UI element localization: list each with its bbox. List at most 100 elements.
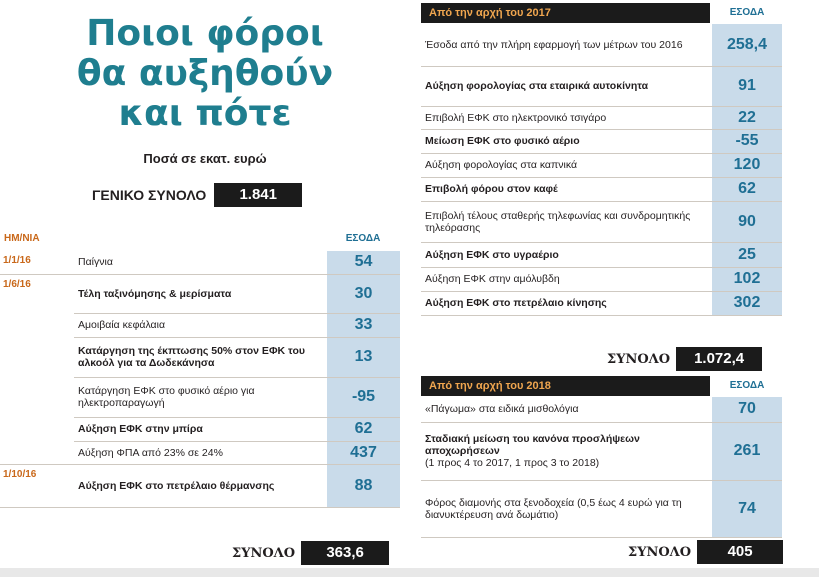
row-value: -55 <box>712 129 782 154</box>
row-date <box>0 417 74 441</box>
row-item-text: «Πάγωμα» στα ειδικά μισθολόγια <box>425 403 579 416</box>
table-row: Αύξηση ΕΦΚ στο πετρέλαιο κίνησης 302 <box>421 291 782 316</box>
row-item-text: Επιβολή τέλους σταθερής τηλεφωνίας και σ… <box>425 209 691 234</box>
row-item-text: Αύξηση ΕΦΚ στο πετρέλαιο κίνησης <box>425 297 607 309</box>
row-item: Παίγνια <box>74 251 327 275</box>
row-item: Κατάργηση της έκπτωσης 50% στον ΕΦΚ του … <box>74 337 327 378</box>
row-item: Επιβολή ΕΦΚ στο ηλεκτρονικό τσιγάρο <box>421 106 712 130</box>
row-item-text: Αύξηση φορολογίας στα εταιρικά αυτοκίνητ… <box>425 80 649 92</box>
row-item: Σταδιακή μείωση του κανόνα προσλήψεων απ… <box>421 422 712 481</box>
left-col-income-header: ΕΣΟΔΑ <box>345 233 381 244</box>
row-item-text: Μείωση ΕΦΚ στο φυσικό αέριο <box>425 135 580 147</box>
section-2018-total-value: 405 <box>697 540 784 564</box>
left-total: ΣΥΝΟΛΟ 363,6 <box>232 541 390 565</box>
row-item: Αύξηση ΕΦΚ στο υγραέριο <box>421 242 712 268</box>
row-date: 1/1/16 <box>0 251 74 275</box>
row-item: Αύξηση φορολογίας στα καπνικά <box>421 153 712 178</box>
table-row: Αύξηση ΕΦΚ στην μπίρα 62 <box>0 417 400 442</box>
grand-total-value: 1.841 <box>214 183 303 207</box>
infographic-title: Ποιοι φόροι θα αυξηθούν και πότε <box>60 14 350 134</box>
section-2018-total: ΣΥΝΟΛΟ 405 <box>628 540 784 564</box>
row-value: 91 <box>712 66 782 107</box>
table-row: Επιβολή ΕΦΚ στο ηλεκτρονικό τσιγάρο 22 <box>421 106 782 130</box>
table-row: 1/1/16 Παίγνια 54 <box>0 251 400 275</box>
row-item: Φόρος διαμονής στα ξενοδοχεία (0,5 έως 4… <box>421 480 712 538</box>
grand-total: ΓΕΝΙΚΟ ΣΥΝΟΛΟ 1.841 <box>92 183 303 207</box>
table-row: Μείωση ΕΦΚ στο φυσικό αέριο -55 <box>421 129 782 154</box>
row-value: 62 <box>327 417 400 442</box>
row-item: Τέλη ταξινόμησης & μερίσματα <box>74 274 327 314</box>
table-row: 1/6/16 Τέλη ταξινόμησης & μερίσματα 30 <box>0 274 400 314</box>
title-line-1: Ποιοι φόροι <box>86 13 324 54</box>
left-total-value: 363,6 <box>301 541 390 565</box>
row-value: 120 <box>712 153 782 178</box>
row-item-text: Φόρος διαμονής στα ξενοδοχεία (0,5 έως 4… <box>425 496 682 521</box>
section-2018-total-label: ΣΥΝΟΛΟ <box>628 544 692 560</box>
table-row: Αύξηση φορολογίας στα εταιρικά αυτοκίνητ… <box>421 66 782 107</box>
row-item: Αύξηση ΦΠΑ από 23% σε 24% <box>74 441 327 465</box>
table-row: Αύξηση ΦΠΑ από 23% σε 24% 437 <box>0 441 400 465</box>
row-value: 74 <box>712 480 782 538</box>
row-item-text: Αύξηση ΕΦΚ στο υγραέριο <box>425 248 559 261</box>
table-row: Αύξηση ΕΦΚ στο υγραέριο 25 <box>421 242 782 268</box>
row-value: 302 <box>712 291 782 316</box>
section-2017-header: Από την αρχή του 2017 <box>421 3 710 23</box>
left-table: 1/1/16 Παίγνια 54 1/6/16 Τέλη ταξινόμησης & … <box>0 251 400 508</box>
table-row: Κατάργηση της έκπτωσης 50% στον ΕΦΚ του … <box>0 337 400 378</box>
row-value: 25 <box>712 242 782 268</box>
row-item-text: Αύξηση ΕΦΚ στην αμόλυβδη <box>425 273 560 285</box>
row-value: 62 <box>712 177 782 202</box>
row-item-text: Επιβολή ΕΦΚ στο ηλεκτρονικό τσιγάρο <box>425 111 607 124</box>
row-value: 54 <box>327 251 400 275</box>
left-col-date-header: ΗΜ/ΝΙΑ <box>4 233 40 244</box>
section-2017-total-label: ΣΥΝΟΛΟ <box>607 351 671 367</box>
row-value: -95 <box>327 377 400 418</box>
row-item: Αμοιβαία κεφάλαια <box>74 313 327 338</box>
row-value: 13 <box>327 337 400 378</box>
row-date: 1/6/16 <box>3 278 31 290</box>
table-row: Κατάργηση ΕΦΚ στο φυσικό αέριο για ηλεκτ… <box>0 377 400 418</box>
table-row: 1/10/16 Αύξηση ΕΦΚ στο πετρέλαιο θέρμανση… <box>0 464 400 508</box>
row-value: 70 <box>712 397 782 423</box>
left-total-label: ΣΥΝΟΛΟ <box>232 545 296 561</box>
title-line-2: θα αυξηθούν <box>76 53 334 94</box>
section-2017-table: Έσοδα από την πλήρη εφαρμογή των μέτρων … <box>421 24 782 316</box>
table-row: Επιβολή τέλους σταθερής τηλεφωνίας και σ… <box>421 201 782 243</box>
row-item: Αύξηση ΕΦΚ στην αμόλυβδη <box>421 267 712 292</box>
row-date: 1/10/16 <box>0 464 74 508</box>
title-line-3: και πότε <box>118 93 292 134</box>
row-value: 261 <box>712 422 782 481</box>
section-2017-income-header: ΕΣΟΔΑ <box>729 7 765 18</box>
table-row: Επιβολή φόρου στον καφέ 62 <box>421 177 782 202</box>
row-date <box>0 337 74 377</box>
units-subtitle: Ποσά σε εκατ. ευρώ <box>143 151 267 166</box>
row-item: Μείωση ΕΦΚ στο φυσικό αέριο <box>421 129 712 154</box>
row-date <box>0 377 74 417</box>
table-row: Αύξηση ΕΦΚ στην αμόλυβδη 102 <box>421 267 782 292</box>
row-value: 102 <box>712 267 782 292</box>
row-item: Επιβολή φόρου στον καφέ <box>421 177 712 202</box>
row-value: 22 <box>712 106 782 130</box>
row-item: Αύξηση ΕΦΚ στην μπίρα <box>74 417 327 442</box>
row-item: Αύξηση φορολογίας στα εταιρικά αυτοκίνητ… <box>421 66 712 107</box>
row-item: Έσοδα από την πλήρη εφαρμογή των μέτρων … <box>421 24 712 67</box>
table-row: Αύξηση φορολογίας στα καπνικά 120 <box>421 153 782 178</box>
row-value: 258,4 <box>712 24 782 67</box>
row-item-note: (1 προς 4 το 2017, 1 προς 3 το 2018) <box>425 457 600 469</box>
table-row: Αμοιβαία κεφάλαια 33 <box>0 313 400 338</box>
section-2017-total: ΣΥΝΟΛΟ 1.072,4 <box>607 347 763 371</box>
row-item-text: Σταδιακή μείωση του κανόνα προσλήψεων απ… <box>425 433 640 457</box>
row-item-text: Αύξηση φορολογίας στα καπνικά <box>425 159 578 171</box>
table-row: Φόρος διαμονής στα ξενοδοχεία (0,5 έως 4… <box>421 480 782 538</box>
row-item: «Πάγωμα» στα ειδικά μισθολόγια <box>421 397 712 423</box>
row-item-text: Επιβολή φόρου στον καφέ <box>425 183 558 195</box>
row-value: 90 <box>712 201 782 243</box>
table-row: Έσοδα από την πλήρη εφαρμογή των μέτρων … <box>421 24 782 67</box>
section-2018-income-header: ΕΣΟΔΑ <box>729 380 765 391</box>
row-item: Αύξηση ΕΦΚ στο πετρέλαιο κίνησης <box>421 291 712 316</box>
row-item: Επιβολή τέλους σταθερής τηλεφωνίας και σ… <box>421 201 712 243</box>
row-value: 33 <box>327 313 400 338</box>
row-item: Κατάργηση ΕΦΚ στο φυσικό αέριο για ηλεκτ… <box>74 377 327 418</box>
row-value: 88 <box>327 464 400 508</box>
row-value: 437 <box>327 441 400 465</box>
